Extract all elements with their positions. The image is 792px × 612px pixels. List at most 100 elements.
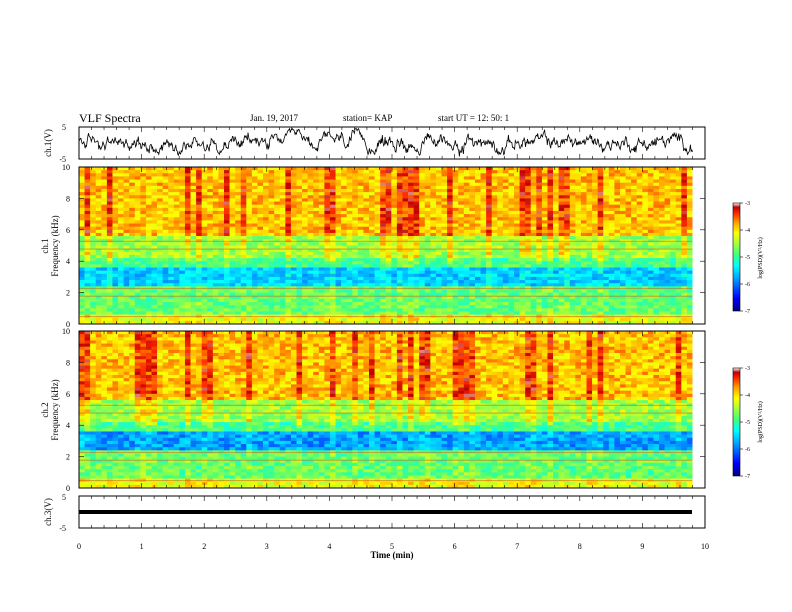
spectrogram-cell xyxy=(190,182,197,187)
spectrogram-cell xyxy=(369,170,375,174)
spectrogram-cell xyxy=(145,295,152,300)
spectrogram-cell xyxy=(346,207,353,212)
spectrogram-cell xyxy=(207,308,214,312)
spectrogram-cell xyxy=(369,270,375,275)
spectrogram-cell xyxy=(580,283,587,287)
spectrogram-cell xyxy=(363,223,370,227)
spectrogram-cell xyxy=(452,220,459,224)
spectrogram-cell xyxy=(341,280,347,284)
spectrogram-cell xyxy=(380,305,387,309)
spectrogram-cell xyxy=(318,173,325,177)
spectrogram-cell xyxy=(268,173,275,177)
spectrogram-cell xyxy=(391,223,398,227)
spectrogram-cell xyxy=(424,170,431,174)
spectrogram-cell xyxy=(419,220,426,224)
spectrogram-cell xyxy=(329,289,336,293)
spectrogram-cell xyxy=(597,276,604,281)
spectrogram-cell xyxy=(134,302,141,306)
spectrogram-cell xyxy=(491,229,498,234)
spectrogram-cell xyxy=(134,254,141,259)
spectrogram-cell xyxy=(592,311,598,315)
spectrogram-cell xyxy=(112,179,119,183)
spectrogram-cell xyxy=(402,170,409,174)
spectrogram-cell xyxy=(235,276,242,281)
spectrogram-cell xyxy=(374,210,381,215)
spectrogram-cell xyxy=(614,182,621,187)
spectrogram-cell xyxy=(251,261,258,265)
spectrogram-cell xyxy=(224,289,230,293)
spectrogram-cell xyxy=(324,229,331,234)
spectrogram-cell xyxy=(190,273,197,278)
spectrogram-cell xyxy=(318,261,325,265)
spectrogram-cell xyxy=(296,273,303,278)
spectrogram-cell xyxy=(441,311,448,315)
spectrogram-cell xyxy=(129,254,136,259)
spectrogram-cell xyxy=(329,242,336,246)
spectrogram-cell xyxy=(447,311,453,315)
spectrogram-cell xyxy=(346,289,353,293)
spectrogram-cell xyxy=(179,201,186,205)
spectrogram-cell xyxy=(240,220,247,224)
spectrogram-cell xyxy=(145,210,152,215)
spectrogram-cell xyxy=(363,232,370,237)
spectrogram-cell xyxy=(218,295,225,300)
spectrogram-cell xyxy=(279,298,286,303)
spectrogram-cell xyxy=(196,167,202,171)
spectrogram-cell xyxy=(184,258,191,262)
spectrogram-cell xyxy=(129,220,136,224)
spectrogram-cell xyxy=(168,292,175,297)
spectrogram-cell xyxy=(508,170,515,174)
spectrogram-cell xyxy=(575,295,582,300)
spectrogram-cell xyxy=(502,305,509,309)
spectrogram-cell xyxy=(140,188,147,193)
spectrogram-cell xyxy=(302,179,308,183)
spectrogram-cell xyxy=(391,195,398,199)
spectrogram-cell xyxy=(408,302,414,306)
spectrogram-cell xyxy=(452,201,459,205)
spectrogram-cell xyxy=(279,276,286,281)
spectrogram-cell xyxy=(285,305,292,309)
spectrogram-cell xyxy=(140,308,147,312)
spectrogram-cell xyxy=(491,188,498,193)
spectrogram-cell xyxy=(318,198,325,202)
spectrogram-cell xyxy=(235,223,242,227)
spectrogram-cell xyxy=(79,242,85,246)
spectrogram-cell xyxy=(474,210,481,215)
spectrogram-cell xyxy=(123,192,130,196)
spectrogram-cell xyxy=(619,264,626,268)
spectrogram-cell xyxy=(140,280,147,284)
spectrogram-cell xyxy=(569,182,576,187)
spectrogram-cell xyxy=(196,311,202,315)
spectrogram-cell xyxy=(603,173,610,177)
spectrogram-cell xyxy=(486,198,493,202)
spectrogram-cell xyxy=(173,173,180,177)
spectrogram-cell xyxy=(318,192,325,196)
spectrogram-cell xyxy=(441,179,448,183)
spectrogram-cell xyxy=(346,188,353,193)
spectrogram-cell xyxy=(474,185,481,190)
spectrogram-cell xyxy=(257,170,264,174)
spectrogram-cell xyxy=(580,251,587,256)
spectrogram-cell xyxy=(441,245,448,249)
spectrogram-cell xyxy=(352,201,359,205)
spectrogram-cell xyxy=(140,270,147,275)
spectrogram-cell xyxy=(525,295,532,300)
spectrogram-cell xyxy=(541,276,548,281)
spectrogram-cell xyxy=(79,311,85,315)
spectrogram-cell xyxy=(285,264,292,268)
spectrogram-cell xyxy=(145,251,152,256)
spectrogram-cell xyxy=(352,258,359,262)
spectrogram-cell xyxy=(279,305,286,309)
spectrogram-cell xyxy=(452,185,459,190)
spectrogram-cell xyxy=(268,298,275,303)
spectrogram-cell xyxy=(279,167,286,171)
spectrogram-cell xyxy=(329,176,336,180)
spectrogram-cell xyxy=(168,251,175,256)
spectrogram-cell xyxy=(184,232,191,237)
spectrogram-cell xyxy=(424,283,431,287)
spectrogram-cell xyxy=(307,289,314,293)
spectrogram-cell xyxy=(430,167,437,171)
spectrogram-cell xyxy=(536,198,543,202)
spectrogram-cell xyxy=(274,182,281,187)
spectrogram-cell xyxy=(569,201,576,205)
